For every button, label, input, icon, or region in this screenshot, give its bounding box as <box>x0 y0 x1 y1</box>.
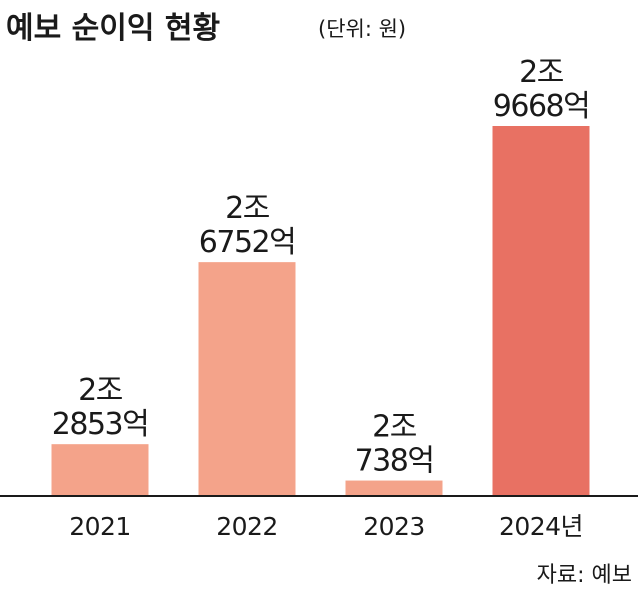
x-tick-2024년: 2024년 <box>499 512 583 541</box>
value-label-2022-line1: 2조 <box>225 191 270 226</box>
value-label-2021-line2: 2853억 <box>52 407 148 442</box>
value-label-2022-line2: 6752억 <box>199 225 295 260</box>
x-tick-2022: 2022 <box>216 512 278 541</box>
x-tick-labels-group: 2021 2022 2023 2024년 <box>69 512 583 541</box>
unit-note: (단위: 원) <box>318 17 406 41</box>
value-label-2021-line1: 2조 <box>78 373 123 408</box>
value-label-2023-line1: 2조 <box>372 410 417 445</box>
value-label-2024년-line2: 9668억 <box>493 89 589 124</box>
x-tick-2023: 2023 <box>363 512 425 541</box>
bar-2021 <box>51 444 149 496</box>
bar-2024년 <box>492 126 590 496</box>
source-note: 자료: 예보 <box>537 563 632 588</box>
bars-group <box>51 126 590 496</box>
value-label-2024년-line1: 2조 <box>519 55 564 90</box>
value-label-2023-line2: 738억 <box>355 444 434 479</box>
bar-2023 <box>345 480 443 496</box>
x-tick-2021: 2021 <box>69 512 131 541</box>
bar-2022 <box>198 262 296 496</box>
chart-title: 예보 순이익 현황 <box>6 11 220 46</box>
